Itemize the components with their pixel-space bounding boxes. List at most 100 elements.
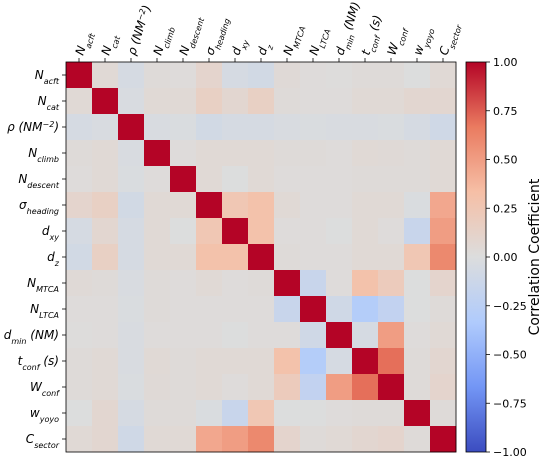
heatmap-cell xyxy=(222,62,249,89)
heatmap-cell xyxy=(92,166,119,193)
heatmap-cell xyxy=(378,270,405,297)
heatmap-cell xyxy=(170,426,197,453)
x-tick-label: wyoyo xyxy=(411,25,437,58)
heatmap-cell xyxy=(352,218,379,245)
heatmap-cell xyxy=(222,114,249,141)
heatmap-cell xyxy=(404,192,431,219)
heatmap-cell xyxy=(430,88,457,115)
y-tick-label: Wconf xyxy=(30,380,60,398)
heatmap-cell xyxy=(378,140,405,167)
heatmap-cell xyxy=(300,218,327,245)
heatmap-cell xyxy=(92,88,119,115)
heatmap-cell xyxy=(92,62,119,89)
y-tick-label: Ndescent xyxy=(18,172,60,190)
heatmap-cell xyxy=(92,270,119,297)
colorbar-tick-label: −1.00 xyxy=(493,446,527,459)
heatmap-cell xyxy=(300,296,327,323)
colorbar-tick-label: −0.75 xyxy=(493,397,527,410)
heatmap-cell xyxy=(248,348,275,375)
heatmap-cell xyxy=(300,192,327,219)
colorbar-tick-label: 0.75 xyxy=(493,105,518,118)
heatmap-cell xyxy=(378,192,405,219)
y-tick-label: Nacft xyxy=(35,68,60,86)
x-tick-label: NMTCA xyxy=(281,22,307,58)
heatmap-cell xyxy=(170,244,197,271)
heatmap-cell xyxy=(196,296,223,323)
heatmap-cell xyxy=(118,296,145,323)
heatmap-cell xyxy=(66,114,93,141)
x-tick-label: σheading xyxy=(203,15,232,58)
heatmap-cell xyxy=(222,296,249,323)
heatmap-cell xyxy=(404,426,431,453)
heatmap-cell xyxy=(430,348,457,375)
heatmap-cell xyxy=(352,374,379,401)
y-axis: Nacft Ncat ρ (NM−2) Nclimb Ndescent σheading d… xyxy=(4,68,66,450)
heatmap-cell xyxy=(144,426,171,453)
heatmap-cell xyxy=(352,62,379,89)
heatmap-cell xyxy=(248,88,275,115)
heatmap-cell xyxy=(248,62,275,89)
heatmap-cell xyxy=(118,140,145,167)
x-tick-label: dxy xyxy=(229,36,251,58)
heatmap-cell xyxy=(92,296,119,323)
heatmap-cell xyxy=(196,244,223,271)
heatmap-cell xyxy=(170,166,197,193)
heatmap-cell xyxy=(352,244,379,271)
heatmap-cell xyxy=(66,192,93,219)
heatmap-cell xyxy=(118,218,145,245)
heatmap-cell xyxy=(118,348,145,375)
heatmap-cell xyxy=(404,400,431,427)
heatmap-cell xyxy=(404,88,431,115)
y-tick-label: dmin (NM) xyxy=(4,328,59,346)
heatmap-cell xyxy=(196,88,223,115)
heatmap-cell xyxy=(222,374,249,401)
heatmap-cell xyxy=(222,348,249,375)
heatmap-cell xyxy=(170,348,197,375)
heatmap-cell xyxy=(378,374,405,401)
x-tick-label: NLTCA xyxy=(307,25,333,58)
heatmap-cell xyxy=(378,426,405,453)
heatmap-cell xyxy=(118,426,145,453)
heatmap-cell xyxy=(118,88,145,115)
heatmap-cell xyxy=(326,218,353,245)
heatmap-cell xyxy=(352,192,379,219)
heatmap-cell xyxy=(92,400,119,427)
heatmap-cell xyxy=(378,114,405,141)
x-tick-label: Ndescent xyxy=(177,13,206,58)
heatmap-cell xyxy=(222,426,249,453)
heatmap-cell xyxy=(430,374,457,401)
heatmap-cell xyxy=(326,62,353,89)
heatmap-cell xyxy=(248,218,275,245)
heatmap-cell xyxy=(248,322,275,349)
heatmap-cell xyxy=(196,114,223,141)
heatmap-cell xyxy=(274,218,301,245)
heatmap-cell xyxy=(118,374,145,401)
heatmap-cell xyxy=(222,192,249,219)
colorbar-tick-label: −0.25 xyxy=(493,300,527,313)
heatmap-cell xyxy=(430,244,457,271)
heatmap-cell xyxy=(144,374,171,401)
heatmap-cell xyxy=(300,88,327,115)
heatmap-cell xyxy=(222,88,249,115)
y-tick-label: Nclimb xyxy=(28,146,59,164)
heatmap-cell xyxy=(404,244,431,271)
heatmap-cell xyxy=(274,140,301,167)
heatmap-cell xyxy=(274,296,301,323)
heatmap-cells xyxy=(66,62,457,453)
y-tick-label: dxy xyxy=(42,224,59,242)
heatmap-cell xyxy=(326,114,353,141)
heatmap-cell xyxy=(92,218,119,245)
heatmap-cell xyxy=(404,140,431,167)
heatmap-cell xyxy=(248,166,275,193)
heatmap-cell xyxy=(326,166,353,193)
heatmap-cell xyxy=(300,400,327,427)
colorbar-tick-label: 0.50 xyxy=(493,154,518,167)
heatmap-cell xyxy=(196,166,223,193)
heatmap-cell xyxy=(274,244,301,271)
heatmap-cell xyxy=(170,270,197,297)
heatmap-cell xyxy=(248,140,275,167)
heatmap-cell xyxy=(66,426,93,453)
heatmap-cell xyxy=(326,244,353,271)
heatmap-cell xyxy=(274,270,301,297)
colorbar-label: Correlation Coefficient xyxy=(527,178,543,335)
